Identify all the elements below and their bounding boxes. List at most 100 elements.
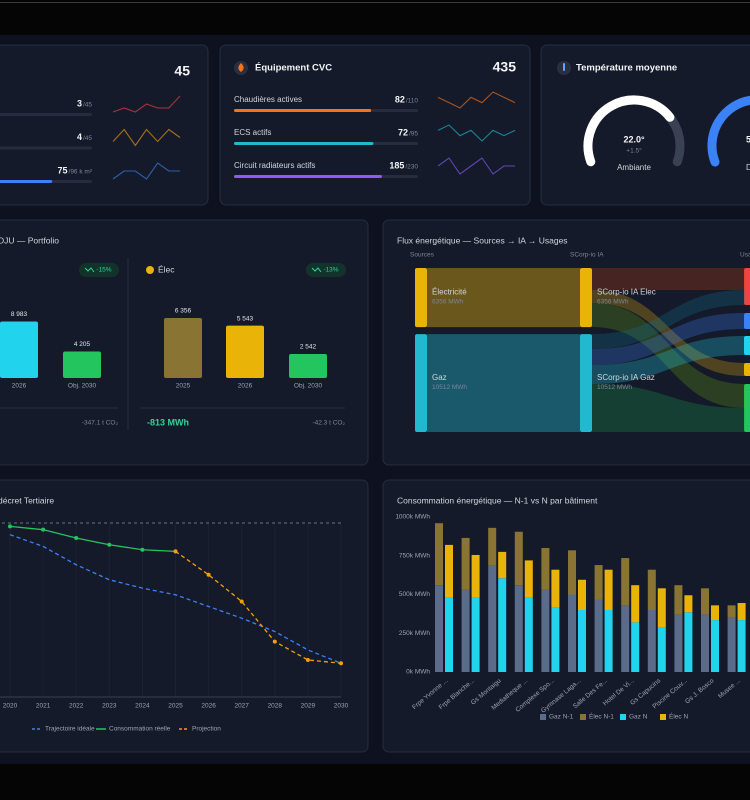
bar-segment [445, 597, 453, 672]
node-value: 10512 MWh [597, 384, 632, 391]
sparkline [437, 91, 516, 109]
bar-segment [727, 617, 736, 672]
x-tick-label: 2030 [334, 703, 349, 710]
row-value: 82 [395, 94, 405, 104]
legend-swatch [620, 714, 626, 720]
gauge-label: Ambiante [617, 163, 651, 172]
usage-node [744, 313, 750, 329]
bar-segment [435, 523, 443, 586]
bar-segment [684, 612, 693, 672]
gauge-arc-partial [707, 95, 750, 167]
sparkline [112, 128, 181, 147]
data-point [305, 657, 310, 662]
node-label: Gaz [432, 373, 447, 382]
bezel-edge [0, 2, 750, 3]
bar [164, 317, 202, 378]
card-value: 435 [493, 59, 517, 75]
bar-segment [594, 565, 603, 600]
legend-label: Gaz N [629, 714, 648, 721]
legend-label: Élec N-1 [589, 712, 614, 721]
bar-value-label: 2 542 [300, 344, 317, 351]
data-point [41, 527, 46, 532]
row-total: /45 [83, 102, 92, 109]
node-value: 10512 MWh [432, 384, 467, 391]
bar-segment [684, 595, 693, 613]
usage-flow [592, 336, 745, 384]
bar-value-label: 8 983 [11, 311, 28, 318]
usage-flow [592, 290, 745, 349]
bar-segment [701, 614, 709, 672]
bar-segment [445, 544, 453, 598]
bar-segment [604, 569, 613, 610]
legend-swatch [660, 714, 666, 720]
row-total: /95 [409, 131, 418, 138]
node-value: 6356 MWh [432, 298, 464, 305]
x-tick-label: Obj. 2030 [68, 383, 97, 390]
x-tick-label: 2028 [268, 703, 283, 710]
x-tick-label: 2023 [102, 703, 117, 710]
badge-icon [311, 267, 322, 273]
x-tick-label: 2025 [176, 383, 191, 390]
usage-flows [592, 268, 745, 432]
series-line [9, 534, 342, 664]
row-value: 75 [58, 165, 68, 175]
data-point [140, 547, 145, 552]
card-title: Température moyenne [576, 63, 677, 74]
row-label: ECS actifs [234, 128, 271, 137]
gauge-label: Départ [746, 163, 750, 172]
bar-segment [551, 569, 560, 608]
bar-segment [524, 597, 533, 672]
bar-value-label: 4 205 [74, 341, 91, 348]
bar-segment [631, 622, 640, 672]
sankey-link [427, 334, 580, 432]
y-tick-label: 1000k MWh [395, 514, 430, 521]
node-value: 6356 MWh [597, 298, 629, 305]
bar-segment [568, 550, 576, 595]
bar-segment [578, 610, 586, 672]
bar-segment [514, 585, 523, 672]
bar-segment [657, 588, 666, 628]
sankey-node [415, 334, 427, 432]
co2: -42.3 t CO₂ [312, 420, 345, 427]
y-tick-label: 500k MWh [399, 591, 430, 598]
bar-segment [461, 537, 470, 590]
cvc-icon-flame [238, 63, 244, 72]
x-tick-label: 2021 [36, 703, 51, 710]
bar-segment [568, 594, 576, 672]
row-total: /230 [405, 164, 418, 171]
y-tick-label: 750k MWh [399, 552, 430, 559]
gauge-value: 5 [746, 134, 750, 144]
bar-segment [657, 627, 666, 672]
legend-swatch [540, 714, 546, 720]
sparkline [112, 162, 180, 180]
gauge-fill [583, 95, 675, 167]
legend-label: Élec N [669, 712, 688, 721]
bar [289, 353, 327, 378]
usage-flow [592, 384, 745, 432]
badge-text: -13% [323, 267, 338, 274]
bar-segment [435, 585, 443, 672]
x-tick-label: 2026 [201, 703, 216, 710]
progress-track [0, 113, 92, 116]
gauge-value: 22.0° [623, 134, 645, 144]
chart-title: décret Tertiaire [0, 495, 54, 505]
usage-node [744, 363, 750, 376]
node-label: SCorp-io IA Elec [597, 288, 656, 297]
row-total: /110 [406, 98, 419, 105]
bar-segment [647, 610, 656, 672]
bar-segment [541, 548, 550, 590]
series-line [175, 550, 342, 664]
row-label: Chaudières actives [234, 95, 302, 104]
y-tick-label: 250k MWh [399, 630, 430, 637]
card-value: 45 [174, 63, 190, 79]
x-tick-label: 2024 [135, 703, 150, 710]
bar-segment [488, 565, 497, 672]
bar [226, 325, 264, 378]
node-label: Électricité [432, 288, 467, 297]
bar-segment [551, 607, 560, 672]
data-point [107, 542, 112, 547]
bar-segment [737, 620, 746, 672]
row-total: /45 [83, 135, 92, 142]
bar-segment [621, 605, 630, 672]
